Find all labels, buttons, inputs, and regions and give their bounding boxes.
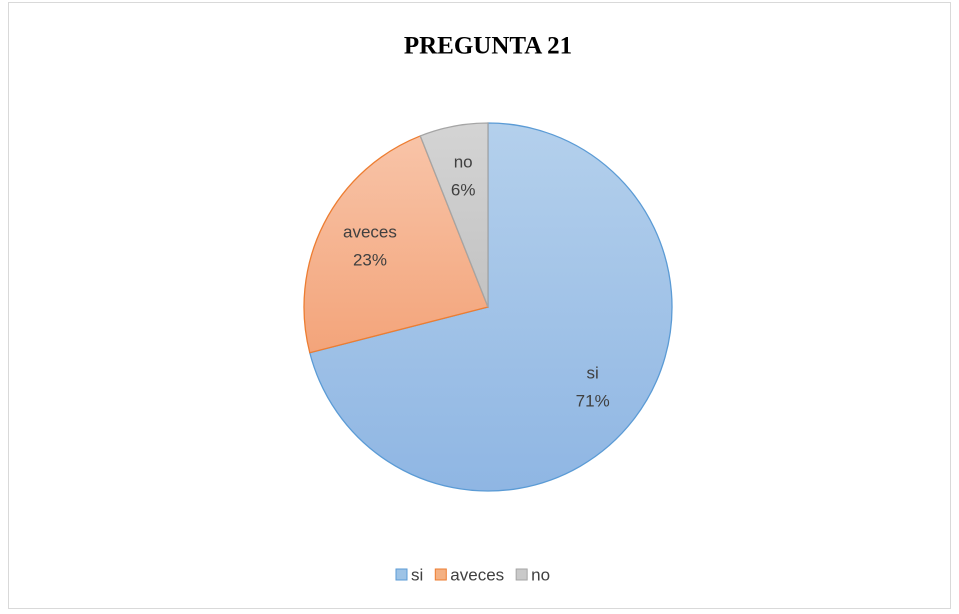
legend-swatch — [395, 568, 408, 581]
slice-category-label: no — [454, 152, 473, 171]
slice-value-label: 23% — [353, 250, 387, 269]
legend-swatch — [515, 568, 528, 581]
pie-slice — [308, 122, 673, 492]
slice-category-label: aveces — [343, 222, 397, 241]
pie-slice — [303, 135, 489, 354]
legend-label: si — [411, 565, 423, 584]
slice-value-label: 71% — [576, 392, 610, 411]
pie-slice — [419, 122, 489, 308]
legend-label: aveces — [450, 565, 504, 584]
slice-category-label: si — [587, 364, 599, 383]
slice-value-label: 6% — [451, 180, 476, 199]
legend-label: no — [531, 565, 550, 584]
legend-swatch — [434, 568, 447, 581]
chart-title: PREGUNTA 21 — [404, 33, 572, 60]
